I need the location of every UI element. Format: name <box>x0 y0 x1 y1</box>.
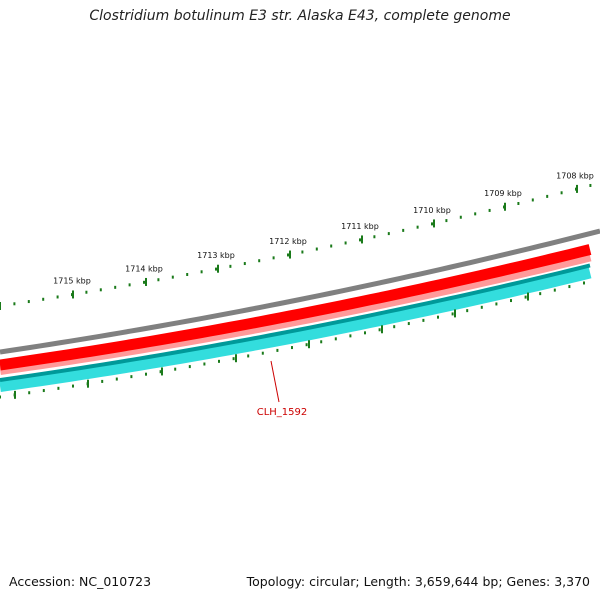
genome-arcs <box>0 228 600 392</box>
kbp-labels: 1708 kbp 1709 kbp 1710 kbp 1711 kbp 1712 kbp… <box>53 171 594 285</box>
topology-text: Topology: circular; Length: 3,659,644 bp… <box>246 574 590 589</box>
inner-tick-track <box>0 281 585 399</box>
reverse-strand-edge <box>0 263 591 382</box>
kbp-label: 1709 kbp <box>484 189 522 198</box>
accession-text: Accession: NC_010723 <box>9 574 152 589</box>
forward-strand-arc <box>0 244 592 371</box>
backbone-arc <box>0 228 600 355</box>
kbp-label: 1710 kbp <box>413 206 451 215</box>
kbp-label: 1712 kbp <box>269 237 307 246</box>
gene-annotation: CLH_1592 <box>257 360 308 418</box>
kbp-label: 1708 kbp <box>556 171 594 180</box>
reverse-strand-arc <box>0 266 592 392</box>
gene-leader-line <box>270 360 280 403</box>
kbp-label: 1714 kbp <box>125 264 163 273</box>
outer-tick-track <box>0 183 592 310</box>
kbp-label: 1715 kbp <box>53 277 91 286</box>
kbp-label: 1713 kbp <box>197 251 235 260</box>
map-title: Clostridium botulinum E3 str. Alaska E43… <box>89 8 511 24</box>
kbp-label: 1711 kbp <box>341 222 379 231</box>
gene-label: CLH_1592 <box>257 407 308 418</box>
